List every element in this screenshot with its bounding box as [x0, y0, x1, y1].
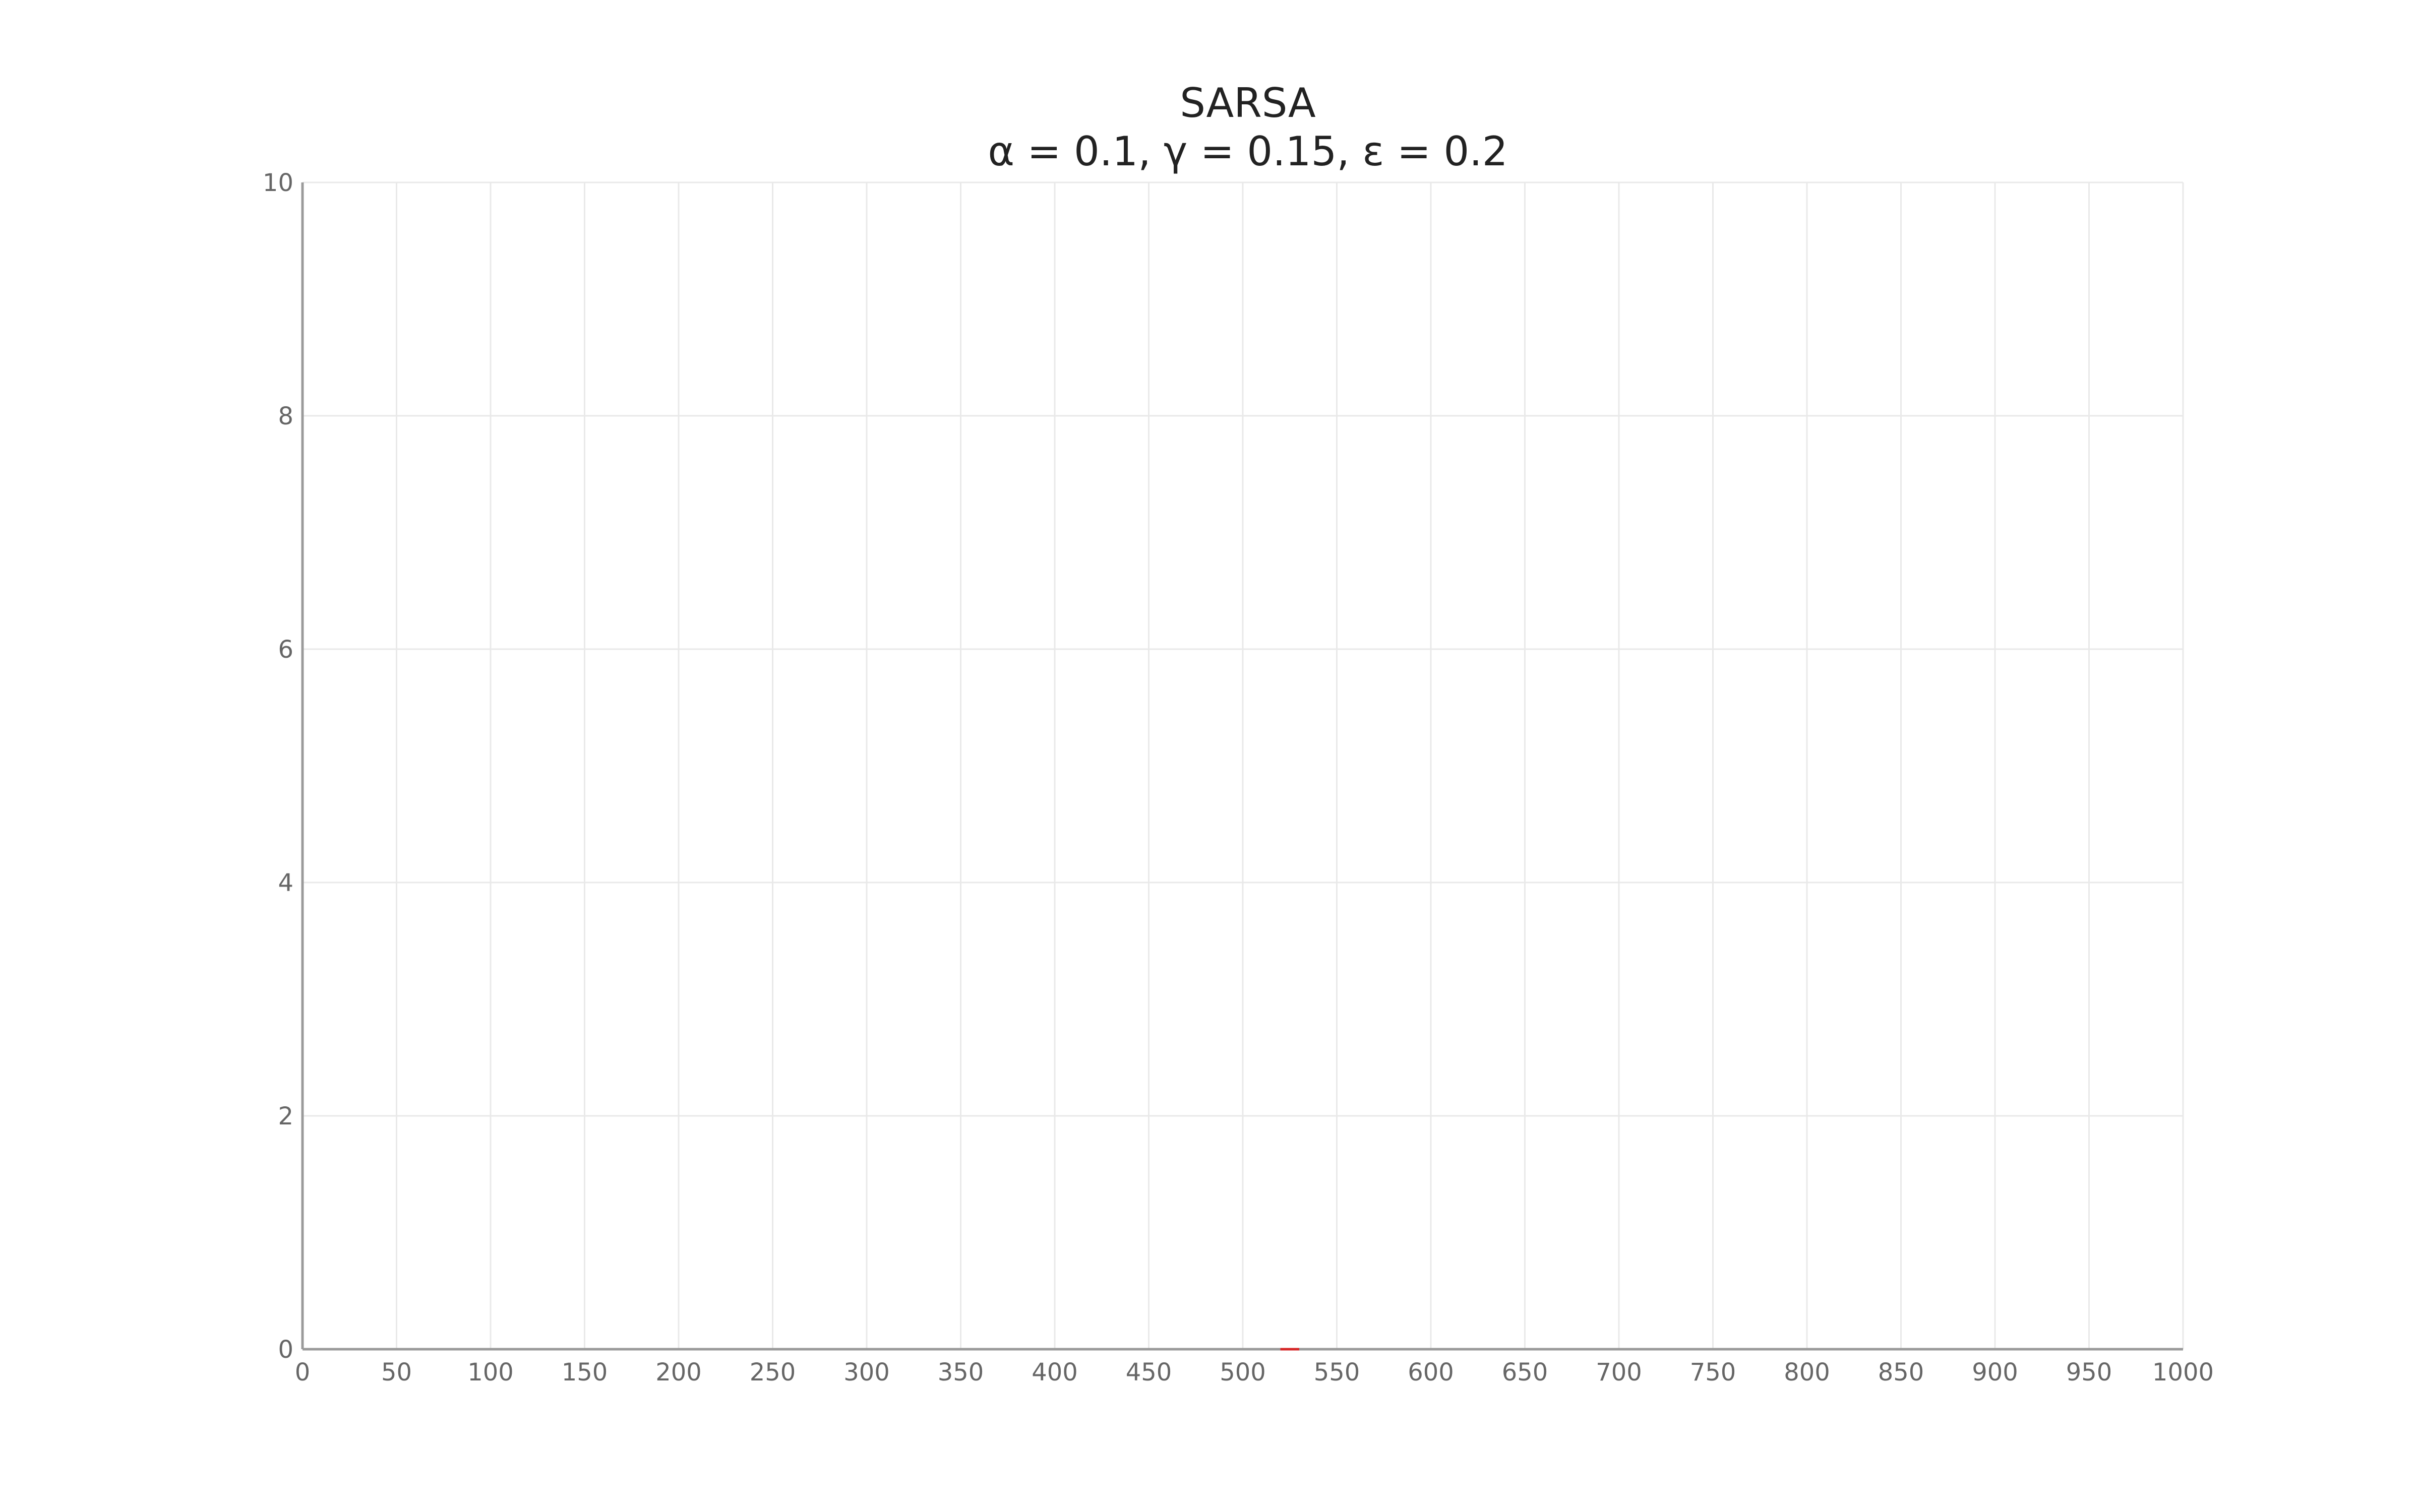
y-tick-label: 0 [278, 1336, 293, 1364]
x-tick-label: 750 [1690, 1358, 1736, 1387]
x-tick-label: 700 [1596, 1358, 1642, 1387]
x-tick-label: 900 [1972, 1358, 2018, 1387]
x-tick-label: 1000 [2152, 1358, 2214, 1387]
x-tick-label: 100 [467, 1358, 514, 1387]
x-tick-label: 250 [750, 1358, 796, 1387]
y-axis-ticks: 0 2 4 6 8 10 [263, 169, 293, 1364]
y-tick-label: 6 [278, 636, 293, 664]
x-axis-ticks: 0 50 100 150 200 250 300 350 400 450 500 550 600 650 7… [295, 1358, 2214, 1387]
x-tick-label: 400 [1032, 1358, 1078, 1387]
x-tick-label: 0 [295, 1358, 311, 1387]
x-tick-label: 50 [381, 1358, 412, 1387]
x-tick-label: 200 [655, 1358, 702, 1387]
y-tick-label: 2 [278, 1102, 293, 1130]
x-tick-label: 450 [1126, 1358, 1172, 1387]
x-tick-label: 550 [1314, 1358, 1360, 1387]
x-tick-label: 600 [1408, 1358, 1454, 1387]
x-tick-label: 800 [1784, 1358, 1830, 1387]
axes [301, 182, 2183, 1351]
x-tick-label: 150 [562, 1358, 608, 1387]
chart-subtitle: α = 0.1, γ = 0.15, ε = 0.2 [988, 128, 1507, 175]
x-tick-label: 300 [843, 1358, 890, 1387]
y-tick-label: 10 [263, 169, 293, 197]
x-tick-label: 950 [2066, 1358, 2112, 1387]
x-tick-label: 650 [1502, 1358, 1548, 1387]
chart-title: SARSA [1180, 80, 1316, 127]
x-tick-label: 500 [1220, 1358, 1266, 1387]
x-tick-label: 350 [938, 1358, 984, 1387]
x-tick-label: 850 [1878, 1358, 1924, 1387]
y-tick-label: 4 [278, 869, 293, 897]
grid [301, 181, 2184, 1350]
y-tick-label: 8 [278, 402, 293, 430]
